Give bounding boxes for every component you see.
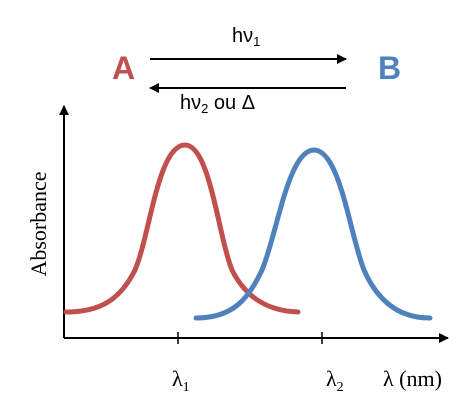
forward-label-base: hν — [232, 25, 253, 47]
x-axis-label: λ (nm) — [383, 366, 442, 391]
series-a-curve — [63, 142, 301, 315]
series-b-curve — [193, 147, 433, 321]
reverse-label-base: hν — [180, 92, 201, 114]
tick-label-lambda1: λ1 — [172, 366, 190, 394]
reverse-label-tail: ou Δ — [208, 92, 255, 114]
tick-label-lambda1-base: λ — [172, 366, 183, 391]
tick-label-lambda2-sub: 2 — [337, 380, 344, 394]
forward-label: hν1 — [232, 25, 260, 49]
reverse-label: hν2 ou Δ — [180, 92, 255, 116]
species-a-label: A — [112, 50, 135, 86]
species-b-label: B — [378, 50, 401, 86]
reverse-label-sub: 2 — [201, 101, 208, 116]
tick-label-lambda2: λ2 — [326, 366, 344, 394]
tick-label-lambda2-base: λ — [326, 366, 337, 391]
forward-label-sub: 1 — [253, 34, 260, 49]
tick-label-lambda1-sub: 1 — [183, 380, 190, 394]
y-axis-label: Absorbance — [26, 171, 51, 276]
